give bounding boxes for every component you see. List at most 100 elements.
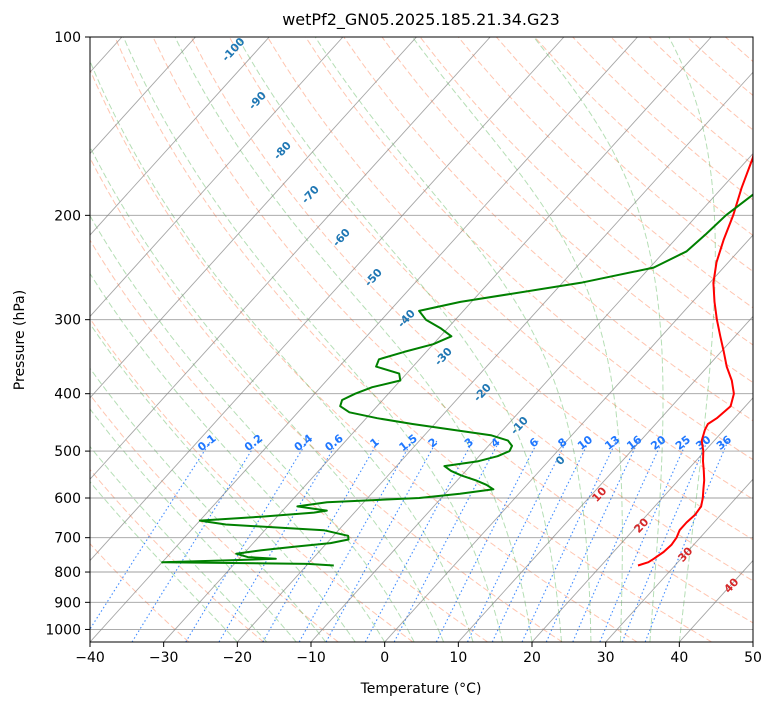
mixing-ratio-label: 0.4: [292, 432, 316, 454]
x-tick-label: 0: [380, 650, 389, 666]
isotherm-line: [90, 37, 491, 480]
dry-adiabat: [267, 37, 753, 500]
dry-adiabat: [90, 156, 563, 642]
dry-adiabat: [457, 37, 753, 309]
moist-adiabat: [122, 37, 503, 642]
y-tick-label: 700: [54, 531, 81, 547]
mixing-ratio-line: [435, 440, 539, 642]
dry-adiabat: [648, 37, 753, 131]
y-tick-label: 300: [54, 313, 81, 329]
mixing-ratio-label: 16: [624, 433, 644, 453]
mixing-ratio-label: 25: [673, 433, 693, 453]
mixing-ratio-label: 2: [426, 435, 440, 450]
mixing-ratio-line: [262, 440, 380, 642]
dry-adiabat: [114, 37, 712, 642]
isotherm-label: -30: [432, 345, 455, 369]
moist-adiabat: [90, 272, 386, 642]
isotherm-label: -10: [508, 414, 531, 438]
isotherm-label: -90: [246, 89, 269, 113]
isobars: [90, 37, 753, 630]
isotherm-line: [531, 397, 753, 642]
mixing-ratio-label: 20: [648, 433, 668, 453]
isotherm-line: [678, 559, 753, 642]
isotherm-line: [457, 315, 753, 642]
x-tick-label: 20: [523, 650, 541, 666]
mixing-ratio-label: 3: [462, 435, 476, 450]
mixing-ratio-line: [364, 440, 474, 642]
dry-adiabat: [686, 37, 753, 97]
dry-adiabat: [152, 37, 753, 624]
isotherm-label: 0: [553, 453, 568, 468]
mixing-ratio-line: [521, 440, 617, 642]
dry-adiabat: [90, 68, 638, 642]
moist-adiabat: [174, 37, 533, 642]
dry-adiabat: [496, 37, 753, 273]
dry-adiabat: [90, 542, 190, 642]
profile-lines: [161, 151, 753, 567]
dry-adiabat: [381, 37, 753, 384]
moist-adiabat: [90, 214, 415, 642]
plot-area: 0.1 0.2 0.4 0.6 1 1.5 2 3 4 6 8 10 13 16 20 25 30 36-100-…: [90, 37, 775, 642]
moist-adiabat: [90, 408, 297, 642]
mixing-ratio-label: 1: [368, 435, 382, 450]
x-tick-label: 40: [670, 650, 688, 666]
y-tick-label: 200: [54, 208, 81, 224]
isotherm-line: [163, 37, 712, 642]
isotherm-line: [90, 37, 565, 562]
moist-adiabat: [90, 59, 474, 642]
isotherm-label: -40: [395, 307, 418, 331]
isotherm-label: 20: [631, 515, 651, 535]
y-tick-label: 400: [54, 387, 81, 403]
mixing-ratio-line: [599, 440, 688, 642]
mixing-ratio-label: 10: [575, 433, 595, 453]
mixing-ratio-line: [545, 440, 639, 642]
dry-adiabat: [764, 37, 775, 642]
x-axis-ticks: −40 −30 −20 −10 0 10 20 30 40 50: [75, 642, 762, 666]
mixing-ratio-line: [131, 440, 259, 642]
mixing-ratio-label: 0.1: [195, 432, 218, 454]
mixing-ratio-line: [90, 440, 212, 631]
mixing-ratio-line: [621, 440, 709, 642]
isotherm-label: -20: [471, 381, 494, 405]
dry-adiabat: [343, 37, 753, 422]
isotherm-line: [236, 71, 753, 642]
isotherm-line: [310, 152, 753, 642]
y-axis-ticks: 100 200 300 400 500 600 700 800 900 1000: [45, 30, 90, 638]
y-tick-label: 800: [54, 565, 81, 581]
mixing-ratio-label: 1.5: [397, 432, 420, 454]
isotherm-label: 10: [589, 484, 609, 504]
dewpoint-line: [161, 193, 753, 567]
dry-adiabat: [90, 239, 488, 642]
y-tick-label: 600: [54, 491, 81, 507]
isotherm-label: -50: [362, 266, 385, 290]
isotherm-line: [384, 234, 753, 642]
mixing-ratio-label: 6: [527, 435, 541, 450]
dry-adiabat: [419, 37, 753, 346]
dry-adiabat: [90, 317, 414, 642]
mixing-ratio-label: 0.6: [322, 432, 346, 454]
x-tick-label: 30: [597, 650, 615, 666]
moist-adiabat: [411, 37, 623, 642]
mixing-ratio-line: [467, 440, 568, 642]
dry-adiabat: [90, 393, 339, 642]
y-tick-label: 900: [54, 595, 81, 611]
x-tick-label: −20: [223, 650, 253, 666]
mixing-ratio-lines: [90, 440, 729, 642]
x-tick-label: −10: [296, 650, 326, 666]
dry-adiabat: [305, 37, 753, 461]
mixing-ratio-line: [393, 440, 501, 642]
isotherm-label: -80: [271, 139, 294, 163]
y-axis-label: Pressure (hPa): [12, 290, 28, 390]
mixing-ratio-line: [325, 440, 438, 642]
mixing-ratio-label: 36: [714, 433, 734, 453]
mixing-ratio-line: [572, 440, 664, 642]
moist-adiabat: [90, 445, 268, 642]
y-tick-label: 500: [54, 444, 81, 460]
plot-frame: [89, 36, 754, 643]
isotherm-label: -60: [330, 226, 353, 250]
isotherm-line: [90, 37, 196, 155]
y-tick-label: 1000: [45, 622, 81, 638]
dry-adiabat: [90, 468, 264, 642]
moist-adiabat: [314, 37, 592, 642]
